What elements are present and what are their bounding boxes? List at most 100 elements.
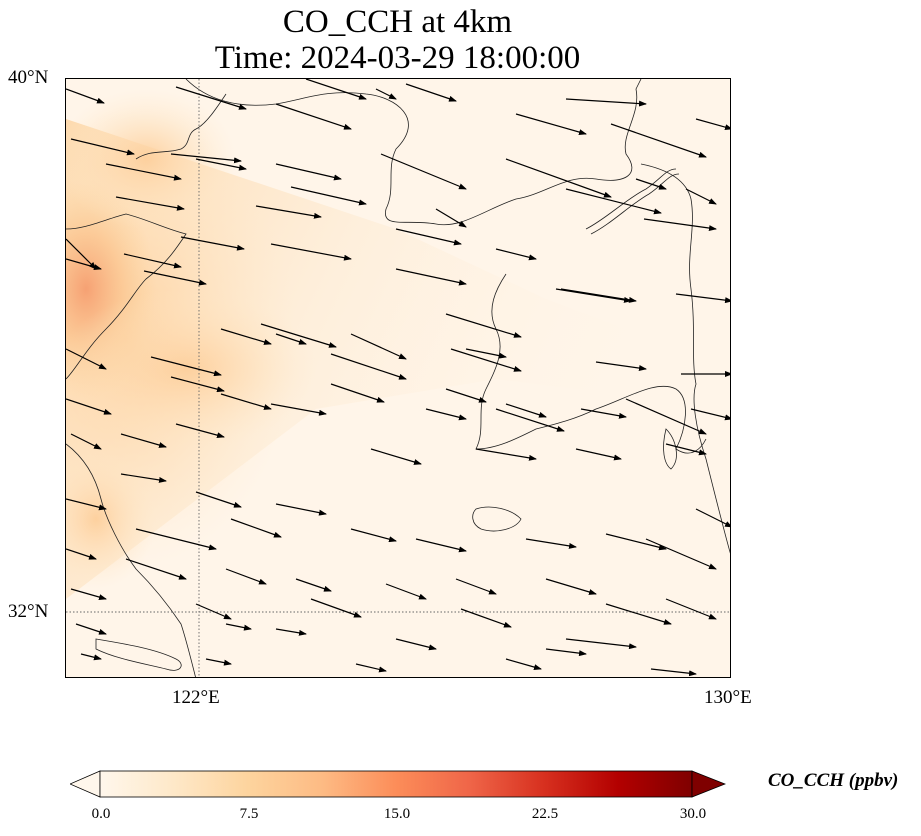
wind-arrow [330,353,407,380]
wind-arrow [675,293,730,304]
wind-arrow [66,348,107,370]
colorbar-gradient [99,770,693,798]
colorbar-extend-max [691,770,727,798]
wind-arrow [375,88,397,100]
wind-arrow [565,98,647,107]
wind-arrow [665,598,717,620]
colorbar-title: CO_CCH (ppbv) [768,770,899,791]
wind-arrow [415,538,467,553]
wind-arrow [120,473,167,483]
map-title-line1: CO_CCH at 4km [282,4,513,40]
wind-arrow [80,653,102,661]
wind-arrow [495,248,537,261]
map-panel [65,78,731,678]
wind-arrow [665,443,707,456]
wind-arrow [220,393,272,410]
wind-arrow [560,288,637,303]
wind-arrow [643,218,717,232]
wind-arrow [275,163,342,181]
wind-arrow [170,153,242,164]
wind-arrow [545,648,587,657]
wind-arrow [395,638,437,651]
wind-arrow [205,658,232,666]
wind-arrow [395,268,467,286]
wind-arrow [460,608,512,628]
wind-arrow [525,538,577,549]
wind-arrow [195,491,242,508]
wind-arrow [425,408,467,421]
lon-label-130e: 130°E [704,687,752,708]
wind-arrow [465,348,507,359]
wind-arrow [685,188,717,205]
wind-arrow [350,333,407,360]
wind-arrow [105,163,182,181]
wind-arrow [275,503,327,516]
wind-arrow [635,178,667,190]
colorbar-extend-min [68,770,101,798]
wind-arrow [275,333,307,345]
wind-arrow [70,433,102,450]
field-hotspot-liaodong [66,89,236,229]
wind-arrow [295,578,332,592]
wind-arrow [270,403,327,416]
wind-arrow [170,376,225,393]
wind-arrow [195,158,247,171]
wind-arrow [695,508,730,528]
wind-arrow [475,448,537,461]
wind-arrow [450,348,522,372]
wind-arrow [580,408,627,419]
wind-arrow [225,623,252,631]
map-plot [66,79,730,677]
wind-arrow [610,123,707,158]
wind-arrow [435,208,467,228]
wind-arrow [120,433,167,448]
wind-arrow [275,103,352,130]
wind-arrow [370,448,422,465]
lat-label-32n: 32°N [8,601,49,622]
colorbar-tick-2: 15.0 [383,806,411,822]
wind-arrow [350,528,397,543]
wind-arrow [505,658,542,670]
wind-arrow [66,258,102,270]
lat-label-40n: 40°N [8,67,49,88]
coastlines [66,79,730,677]
wind-arrow [270,243,352,261]
wind-arrow [125,558,187,580]
wind-arrow [565,188,662,215]
wind-arrow [625,398,707,435]
wind-arrow [690,408,730,421]
wind-arrow [260,323,337,348]
wind-arrow [645,538,717,570]
wind-arrow [445,313,522,338]
wind-arrow [405,83,457,102]
wind-arrow [355,663,387,673]
wind-arrow [575,448,622,461]
wind-arrow [230,518,282,538]
colorbar-tick-4: 30.0 [679,806,707,822]
wind-arrow [220,328,272,345]
wind-arrow [150,356,222,377]
wind-vectors [66,79,730,677]
wind-arrow [595,361,647,372]
wind-arrow [330,383,385,403]
colorbar [68,770,727,798]
wind-arrow [66,238,97,270]
wind-arrow [305,79,367,100]
colorbar-tick-3: 22.5 [531,806,559,822]
wind-arrow [555,288,632,303]
wind-arrow [505,158,612,198]
wind-arrow [70,588,107,600]
wind-arrow [225,568,267,585]
wind-arrow [695,118,730,131]
wind-arrow [180,236,245,251]
wind-arrow [175,86,247,110]
wind-arrow [395,228,462,246]
wind-arrow [380,153,467,190]
wind-arrow [495,408,565,432]
wind-arrow [175,423,225,439]
wind-arrow [66,548,97,560]
colorbar-tick-0: 0.0 [91,806,111,822]
wind-arrow [66,88,105,104]
wind-arrow [195,603,232,620]
wind-arrow [143,270,207,286]
